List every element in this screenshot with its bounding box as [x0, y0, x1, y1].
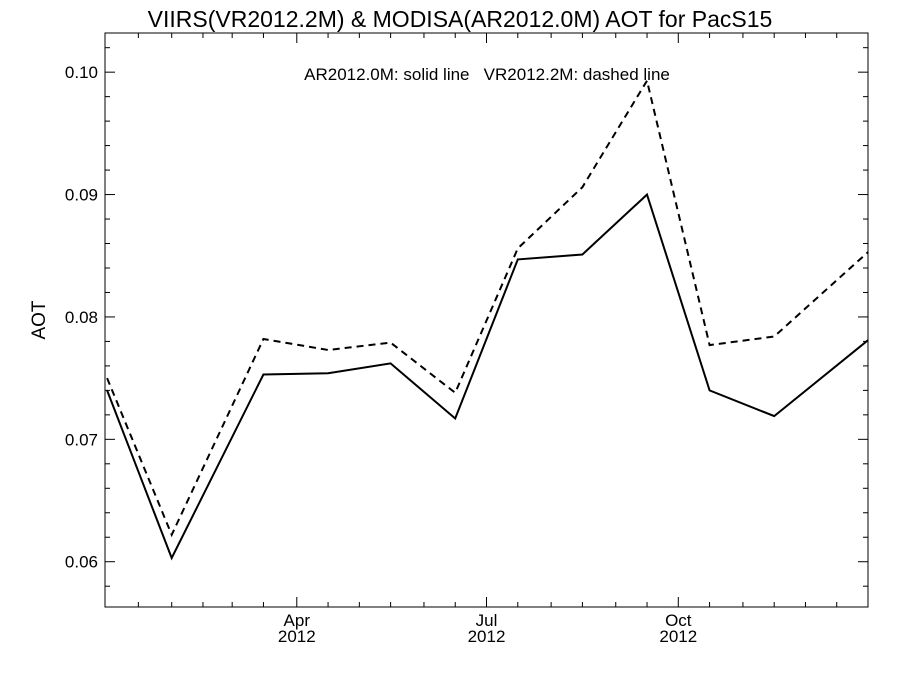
- series-line-vr2012-2m: [107, 81, 868, 535]
- line-style-annotation: AR2012.0M: solid line VR2012.2M: dashed …: [304, 65, 670, 84]
- series-lines: [107, 81, 868, 558]
- y-tick-label: 0.08: [65, 308, 98, 327]
- x-tick-label-year: 2012: [468, 627, 506, 646]
- y-axis-label: AOT: [29, 300, 50, 339]
- y-tick-label: 0.10: [65, 63, 98, 82]
- tick-labels: 0.060.070.080.090.10Apr2012Jul2012Oct201…: [65, 63, 697, 646]
- y-tick-label: 0.09: [65, 186, 98, 205]
- x-tick-label-year: 2012: [659, 627, 697, 646]
- chart-title: VIIRS(VR2012.2M) & MODISA(AR2012.0M) AOT…: [148, 6, 773, 32]
- y-tick-label: 0.06: [65, 553, 98, 572]
- y-tick-label: 0.07: [65, 430, 98, 449]
- x-tick-label-year: 2012: [278, 627, 316, 646]
- series-line-ar2012-0m: [107, 195, 868, 558]
